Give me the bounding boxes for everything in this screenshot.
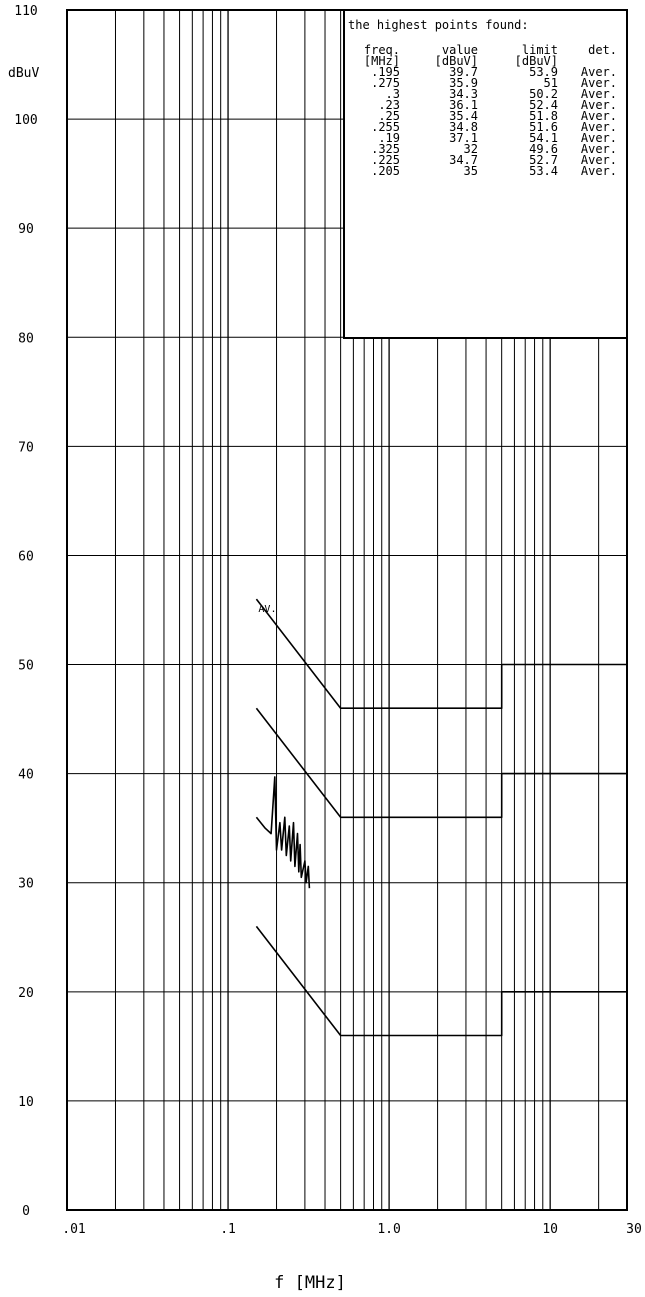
x-tick-label: 30	[626, 1222, 642, 1237]
table-cell: Aver.	[581, 65, 617, 79]
table-cell: Aver.	[581, 87, 617, 101]
table-cell: Aver.	[581, 153, 617, 167]
table-cell: 54.1	[529, 131, 558, 145]
table-cell: 34.3	[449, 87, 478, 101]
table-cell: Aver.	[581, 120, 617, 134]
plot-frame	[66, 9, 628, 1211]
table-cell: Aver.	[581, 164, 617, 178]
table-cell: 35	[464, 164, 478, 178]
table-header: value	[442, 43, 478, 57]
y-tick-label: 40	[18, 768, 34, 783]
y-axis-label: dBuV	[8, 66, 39, 81]
table-cell: .225	[371, 153, 400, 167]
table-cell: 50.2	[529, 87, 558, 101]
series-line	[255, 776, 311, 889]
y-tick-label: 60	[18, 549, 34, 564]
table-cell: Aver.	[581, 109, 617, 123]
table-unit: [MHz]	[364, 54, 400, 68]
table-cell: 39.7	[449, 65, 478, 79]
series-layer: AV.	[255, 598, 627, 1037]
y-tick-label: 20	[18, 986, 34, 1001]
y-tick-label: 70	[18, 440, 34, 455]
table-cell: .3	[386, 87, 400, 101]
x-tick-label: 10	[542, 1222, 558, 1237]
table-cell: 52.4	[529, 98, 558, 112]
table-cell: .275	[371, 76, 400, 90]
table-cell: 51	[544, 76, 558, 90]
y-tick-label: 0	[22, 1204, 30, 1219]
table-cell: .325	[371, 142, 400, 156]
table-header: freq.	[364, 43, 400, 57]
y-tick-label: 100	[14, 113, 37, 128]
series-line	[255, 598, 627, 710]
table-cell: Aver.	[581, 76, 617, 90]
table-header: limit	[522, 43, 558, 57]
table-cell: 53.4	[529, 164, 558, 178]
tick-labels: 0 10 20 30 40 50 60 70 80 90 100 110 .01 .1 1.0 10 30	[14, 4, 642, 1237]
table-cell: 52.7	[529, 153, 558, 167]
table-cell: 32	[464, 142, 478, 156]
table-cell: 34.7	[449, 153, 478, 167]
y-tick-label: 110	[14, 4, 37, 19]
table-cell: .19	[378, 131, 400, 145]
table-unit: [dBuV]	[515, 54, 558, 68]
table-cell: 37.1	[449, 131, 478, 145]
table-cell: 51.8	[529, 109, 558, 123]
table-cell: .23	[378, 98, 400, 112]
table-cell: 51.6	[529, 120, 558, 134]
x-tick-label: .01	[62, 1222, 85, 1237]
table-cell: Aver.	[581, 142, 617, 156]
results-table: the highest points found: freq. value limit…	[343, 9, 628, 339]
y-tick-label: 50	[18, 659, 34, 674]
table-cell: 49.6	[529, 142, 558, 156]
y-tick-label: 30	[18, 877, 34, 892]
table-box	[343, 9, 628, 339]
series-line	[255, 707, 627, 819]
table-cell: 34.8	[449, 120, 478, 134]
table-cell: Aver.	[581, 131, 617, 145]
table-cell: .255	[371, 120, 400, 134]
table-cell: 35.4	[449, 109, 478, 123]
table-unit: [dBuV]	[435, 54, 478, 68]
table-cell: .195	[371, 65, 400, 79]
series-line	[255, 925, 627, 1037]
y-tick-label: 80	[18, 331, 34, 346]
table-cell: Aver.	[581, 98, 617, 112]
table-cell: 35.9	[449, 76, 478, 90]
y-tick-label: 10	[18, 1095, 34, 1110]
x-tick-label: 1.0	[377, 1222, 400, 1237]
table-cell: 53.9	[529, 65, 558, 79]
table-cell: .205	[371, 164, 400, 178]
table-header: det.	[588, 43, 617, 57]
table-cell: .25	[378, 109, 400, 123]
x-axis-label: f [MHz]	[274, 1273, 346, 1293]
table-title: the highest points found:	[348, 18, 529, 32]
table-cell: 36.1	[449, 98, 478, 112]
annotation-label: AV.	[258, 604, 276, 615]
y-tick-label: 90	[18, 222, 34, 237]
x-tick-label: .1	[220, 1222, 236, 1237]
